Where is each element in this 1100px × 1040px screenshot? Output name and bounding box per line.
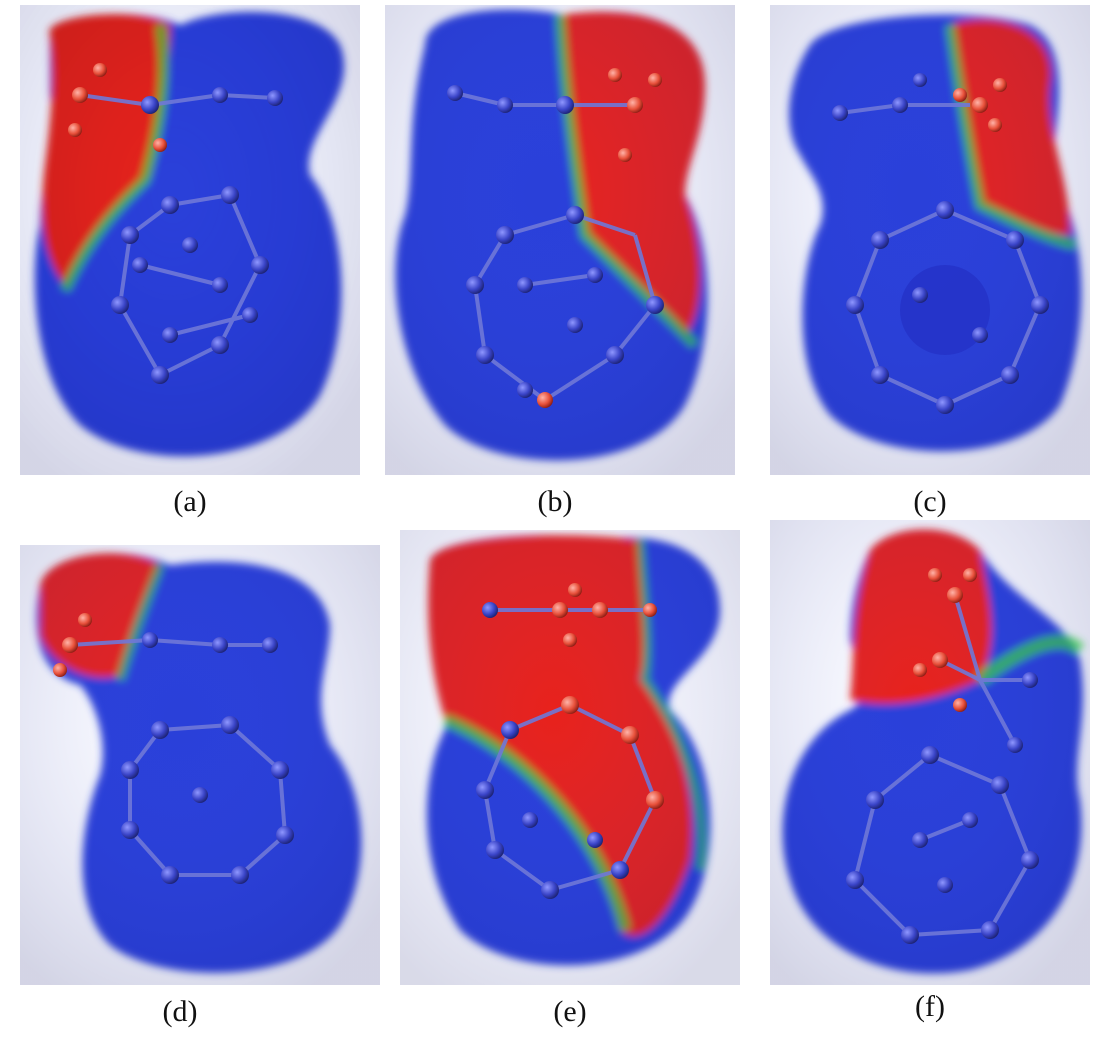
panel-c: (c) <box>770 5 1090 518</box>
esp-surface-c <box>770 5 1090 475</box>
panel-caption: (c) <box>913 485 947 518</box>
panel-caption: (a) <box>173 485 207 518</box>
panel-e: (e) <box>400 530 740 1028</box>
panel-caption: (f) <box>915 990 945 1023</box>
esp-surface-a <box>20 5 360 475</box>
esp-surface-e <box>400 530 740 985</box>
panel-b: (b) <box>385 5 735 518</box>
panel-caption: (e) <box>553 995 587 1028</box>
esp-surface-b <box>385 5 735 475</box>
panel-f: (f) <box>770 520 1090 1023</box>
panel-d: (d) <box>20 545 380 1028</box>
esp-surface-d <box>20 545 380 985</box>
panel-a: (a) <box>20 5 360 518</box>
panel-caption: (b) <box>537 485 573 518</box>
esp-surface-f <box>770 520 1090 985</box>
panel-caption: (d) <box>162 995 198 1028</box>
